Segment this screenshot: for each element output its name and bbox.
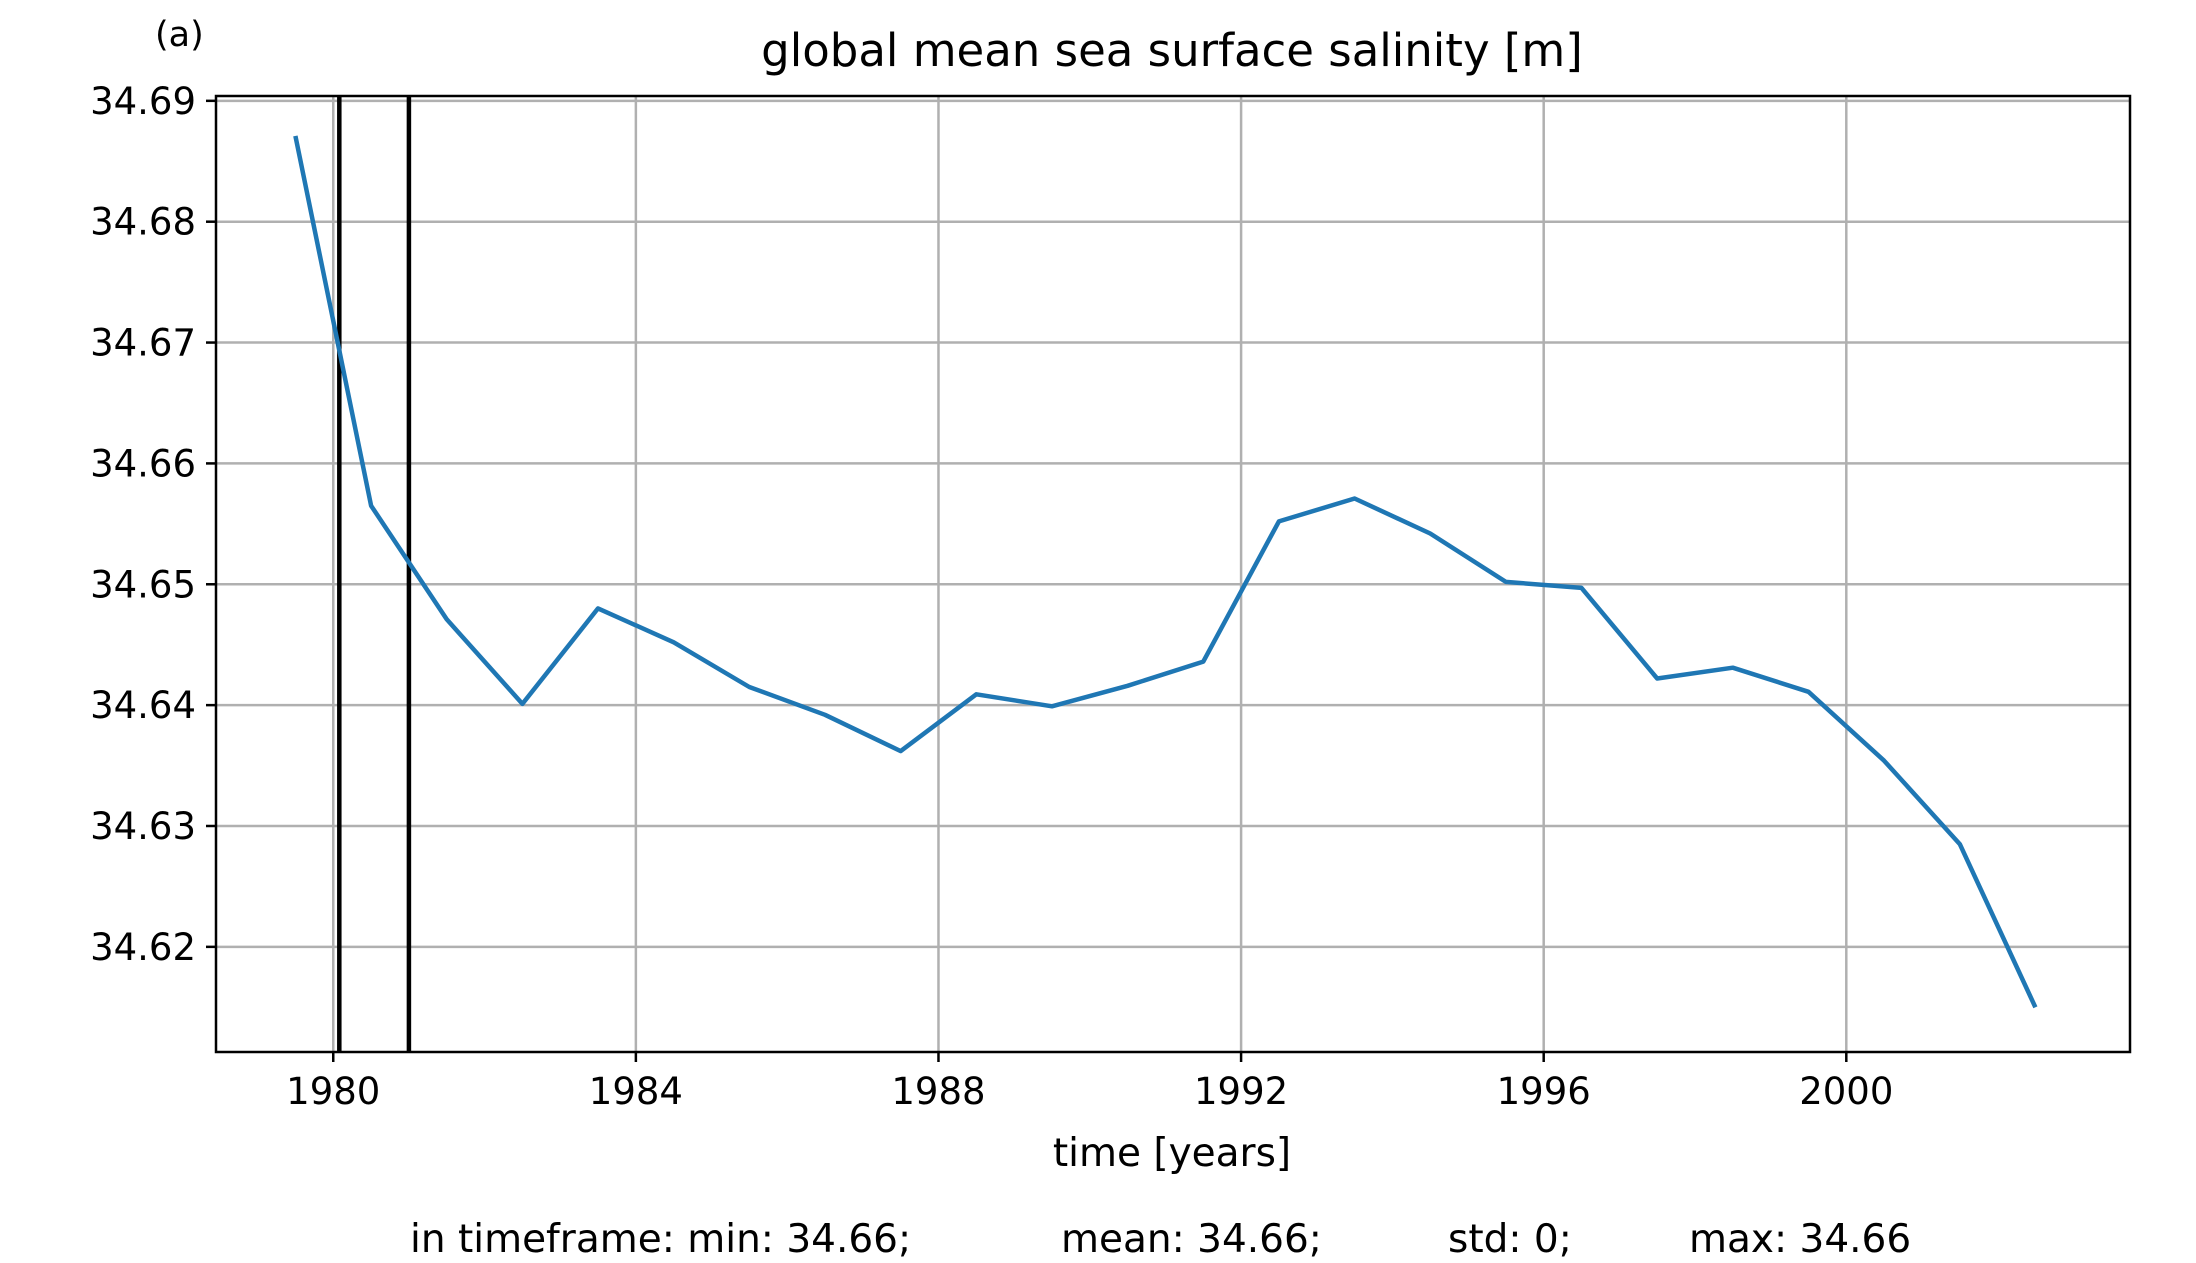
y-tick-label: 34.66: [90, 442, 196, 485]
stats-max: max: 34.66: [1689, 1217, 1911, 1262]
series-line: [293, 135, 2038, 1009]
y-tick-label: 34.64: [90, 684, 196, 727]
vertical-markers: [337, 96, 412, 1052]
panel-label: (a): [155, 15, 204, 55]
stats-std: std: 0;: [1448, 1217, 1572, 1262]
y-axis: 34.62 34.63 34.64 34.65 34.66 34.67 34.68 34.69: [90, 80, 216, 969]
x-tick-label: 1980: [286, 1070, 380, 1113]
x-tick-label: 1988: [891, 1070, 985, 1113]
x-tick-label: 2000: [1799, 1070, 1893, 1113]
plot-frame: [214, 94, 2132, 1054]
x-tick-label: 1984: [589, 1070, 683, 1113]
x-tick-label: 1992: [1194, 1070, 1288, 1113]
grid: [216, 96, 2130, 1052]
x-axis-label: time [years]: [1053, 1131, 1291, 1176]
x-tick-label: 1996: [1497, 1070, 1591, 1113]
y-tick-label: 34.69: [90, 80, 196, 123]
stats-min: in timeframe: min: 34.66;: [410, 1217, 911, 1262]
y-tick-label: 34.68: [90, 201, 196, 244]
x-axis: 1980 1984 1988 1992 1996 2000: [286, 1052, 1893, 1113]
y-tick-label: 34.63: [90, 805, 196, 848]
chart-title: global mean sea surface salinity [m]: [761, 24, 1583, 77]
y-tick-label: 34.67: [90, 322, 196, 365]
stats-mean: mean: 34.66;: [1061, 1217, 1322, 1262]
y-tick-label: 34.62: [90, 926, 196, 969]
series-layer: [293, 135, 2038, 1009]
y-tick-label: 34.65: [90, 563, 196, 606]
